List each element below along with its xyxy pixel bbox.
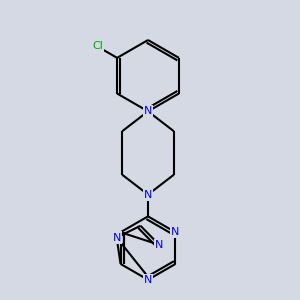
Text: N: N — [144, 190, 152, 200]
Text: N: N — [144, 275, 152, 285]
Text: Cl: Cl — [92, 41, 103, 52]
Text: N: N — [155, 240, 163, 250]
Text: N: N — [144, 106, 152, 116]
Text: N: N — [112, 232, 121, 243]
Text: N: N — [171, 227, 180, 237]
